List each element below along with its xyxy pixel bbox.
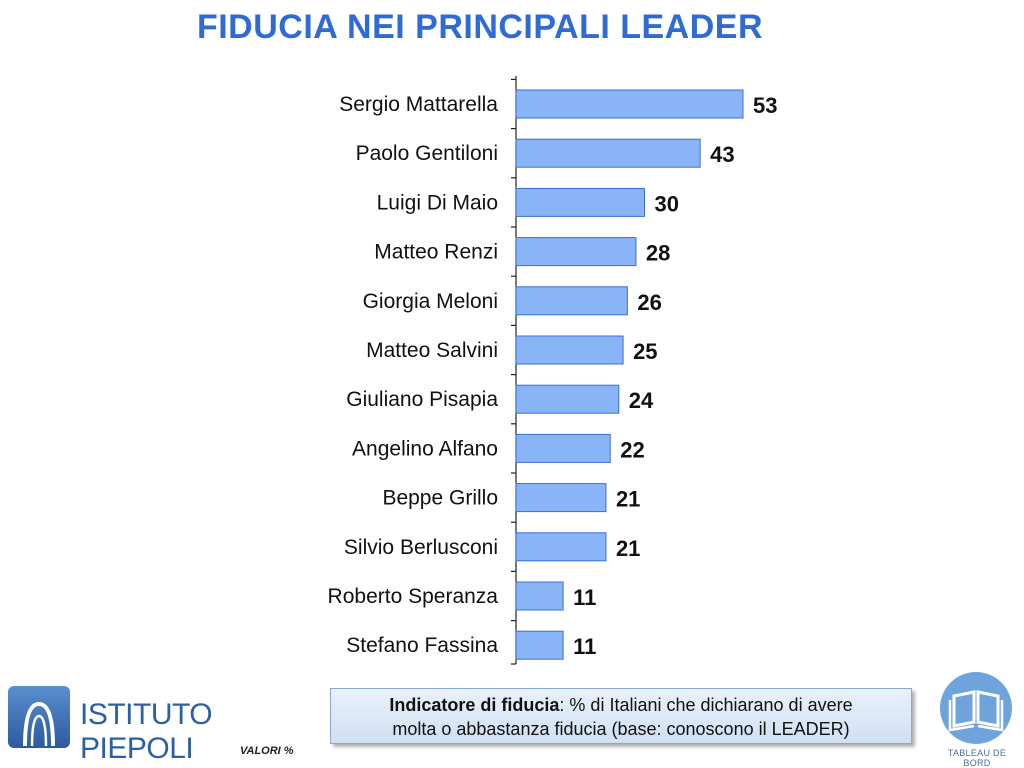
- bar-chart: Sergio Mattarella 53 Paolo Gentiloni 43 Luig…: [328, 76, 777, 665]
- value-label: 11: [573, 634, 596, 659]
- category-label: Matteo Salvini: [366, 339, 498, 362]
- badge-label: TABLEAU DE BORD: [947, 748, 1007, 768]
- indicator-note: Indicatore di fiducia: % di Italiani che…: [330, 688, 912, 744]
- category-label: Giorgia Meloni: [363, 290, 498, 313]
- value-label: 43: [710, 142, 734, 167]
- bar: [515, 138, 701, 168]
- logo-emblem: [8, 686, 70, 748]
- note-line1: : % di Italiani che dichiarano di avere: [559, 695, 853, 715]
- category-label: Sergio Mattarella: [339, 93, 498, 116]
- chart-title: FIDUCIA NEI PRINCIPALI LEADER: [196, 8, 764, 46]
- bar: [515, 532, 607, 562]
- bar: [515, 433, 611, 463]
- bar: [515, 89, 744, 119]
- bar: [515, 237, 637, 267]
- bar: [515, 581, 564, 611]
- arch-icon: [23, 701, 55, 747]
- category-label: Matteo Renzi: [374, 241, 498, 264]
- values-unit-note: VALORI %: [240, 745, 294, 757]
- value-label: 21: [616, 536, 640, 561]
- category-label: Angelino Alfano: [352, 437, 498, 460]
- badge-circle: [940, 672, 1012, 744]
- value-label: 25: [633, 339, 657, 364]
- value-label: 24: [629, 388, 654, 413]
- open-book-icon: [948, 690, 1004, 732]
- value-label: 53: [753, 93, 777, 118]
- category-label: Beppe Grillo: [382, 487, 498, 510]
- value-label: 30: [654, 191, 678, 216]
- note-term: Indicatore di fiducia: [389, 695, 560, 715]
- tableau-de-bord-badge: TABLEAU DE BORD: [934, 672, 1020, 768]
- category-label: Luigi Di Maio: [377, 191, 498, 214]
- value-label: 21: [616, 487, 640, 512]
- category-label: Paolo Gentiloni: [356, 142, 498, 165]
- logo-text: ISTITUTO PIEPOLI: [80, 698, 213, 765]
- bar: [515, 630, 564, 660]
- category-label: Giuliano Pisapia: [346, 388, 498, 411]
- bar: [515, 483, 607, 513]
- value-label: 11: [573, 585, 596, 610]
- value-label: 26: [637, 290, 661, 315]
- bar: [515, 187, 645, 217]
- note-line2: molta o abbastanza fiducia (base: conosc…: [392, 719, 850, 739]
- value-label: 28: [646, 241, 670, 266]
- value-label: 22: [620, 437, 644, 462]
- istituto-piepoli-logo: ISTITUTO PIEPOLI: [8, 684, 308, 765]
- category-label: Silvio Berlusconi: [344, 536, 498, 559]
- bar: [515, 384, 620, 414]
- category-label: Roberto Speranza: [328, 585, 499, 608]
- bar: [515, 286, 628, 316]
- category-label: Stefano Fassina: [346, 634, 498, 657]
- bar: [515, 335, 624, 365]
